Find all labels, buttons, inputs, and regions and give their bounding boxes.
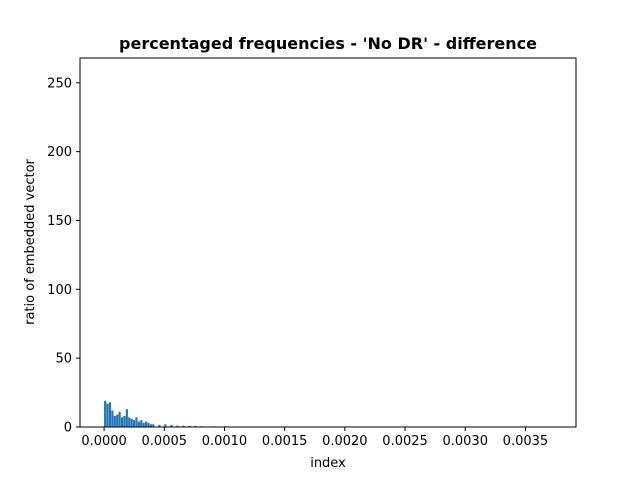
x-tick-label: 0.0035: [503, 434, 549, 449]
x-tick-label: 0.0030: [442, 434, 488, 449]
bar: [145, 421, 148, 427]
bar: [149, 424, 152, 427]
y-tick-label: 200: [47, 145, 72, 160]
y-axis-ticks: 0 50 100 150 200 250: [47, 76, 80, 436]
y-tick-label: 0: [64, 421, 72, 436]
bar: [164, 424, 167, 427]
x-axis-label: index: [310, 456, 346, 471]
bar: [170, 424, 173, 427]
bar: [140, 420, 143, 427]
bar: [135, 417, 138, 427]
plot-frame: [79, 57, 577, 428]
x-tick-label: 0.0020: [322, 434, 368, 449]
bar: [194, 425, 197, 427]
bar: [130, 418, 133, 427]
bar: [104, 400, 107, 427]
x-tick-label: 0.0000: [81, 434, 127, 449]
bar: [188, 425, 191, 427]
x-tick-label: 0.0005: [142, 434, 188, 449]
x-tick-label: 0.0010: [202, 434, 248, 449]
bar: [108, 402, 112, 427]
x-axis-ticks: 0.0000 0.0005 0.0010 0.0015 0.0020 0.0025 0.00…: [81, 427, 548, 449]
bar: [158, 424, 161, 427]
bar: [113, 415, 116, 427]
bar: [142, 422, 145, 427]
x-tick-label: 0.0015: [262, 434, 308, 449]
chart-title: percentaged frequencies - 'No DR' - diff…: [119, 34, 537, 53]
bar: [125, 409, 128, 427]
x-tick-label: 0.0025: [382, 434, 428, 449]
bar: [111, 410, 114, 427]
bar: [120, 417, 124, 427]
bar: [123, 415, 126, 427]
bar: [152, 424, 155, 427]
bar: [137, 421, 140, 427]
bar: [147, 422, 150, 427]
bar: [128, 417, 131, 427]
y-tick-label: 50: [55, 352, 72, 367]
y-axis-label: ratio of embedded vector: [23, 158, 38, 324]
y-tick-label: 150: [47, 214, 72, 229]
y-tick-label: 250: [47, 76, 72, 91]
y-tick-label: 100: [47, 283, 72, 298]
bar: [106, 403, 109, 427]
bar: [116, 414, 119, 427]
bar: [132, 420, 136, 427]
bar: [118, 411, 121, 427]
bar: [176, 425, 179, 427]
bar: [182, 425, 185, 427]
